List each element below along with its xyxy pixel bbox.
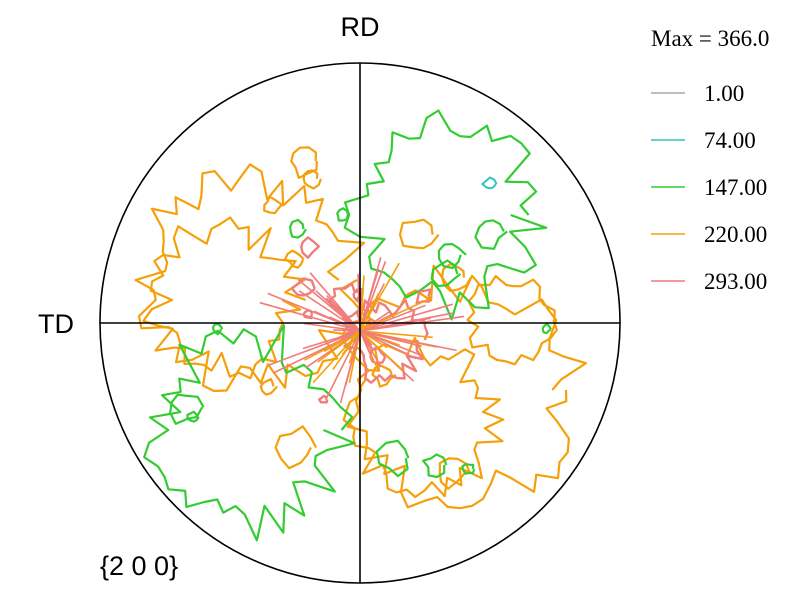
contour-line-89: [359, 330, 422, 347]
contour-line-98: [267, 292, 361, 332]
contour-line-55: [324, 330, 361, 401]
contour-line-34: [318, 394, 329, 404]
contour-line-23: [336, 207, 350, 222]
legend-label-0: 1.00: [704, 81, 744, 106]
contour-line-105: [359, 262, 400, 332]
contour-line-25: [289, 218, 307, 239]
contour-line-0: [134, 163, 368, 393]
contour-line-107: [315, 290, 361, 332]
contour-line-27: [430, 259, 462, 288]
contour-line-108: [317, 330, 361, 363]
contour-line-80: [359, 311, 391, 332]
contour-line-96: [332, 330, 361, 371]
contour-line-26: [169, 393, 205, 425]
contour-line-19: [211, 322, 224, 336]
contour-line-93: [359, 330, 404, 372]
contour-line-95: [359, 303, 454, 332]
contour-line-11: [259, 377, 279, 396]
contour-line-47: [259, 301, 361, 332]
contour-line-63: [359, 330, 433, 339]
contour-line-9: [438, 457, 472, 490]
contour-line-10: [263, 195, 283, 215]
contour-line-3: [342, 336, 505, 499]
contour-line-65: [268, 330, 361, 366]
contour-line-81: [359, 318, 374, 332]
contour-line-28: [375, 439, 410, 478]
legend-title: Max = 366.0: [651, 26, 769, 51]
contour-line-13: [371, 364, 397, 388]
legend: 1.00 74.00 147.00 220.00 293.00: [651, 81, 767, 294]
contour-line-109: [481, 176, 498, 190]
contour-line-12: [398, 218, 440, 250]
contour-line-36: [300, 236, 321, 259]
contour-line-87: [359, 296, 433, 332]
contour-line-100: [359, 330, 382, 368]
contour-line-6: [274, 425, 318, 470]
contour-line-8: [441, 262, 472, 292]
contour-line-74: [303, 322, 361, 332]
contour-line-24: [422, 453, 448, 479]
contour-line-91: [359, 330, 423, 357]
plane-label: {2 0 0}: [100, 551, 178, 581]
contour-line-21: [474, 219, 508, 250]
legend-label-3: 220.00: [704, 222, 767, 247]
contour-line-20: [461, 463, 476, 475]
contour-line-16: [143, 324, 356, 542]
rd-label: RD: [341, 12, 380, 42]
legend-label-1: 74.00: [704, 128, 756, 153]
contour-line-4: [466, 275, 558, 366]
legend-label-4: 293.00: [704, 269, 767, 294]
contour-line-79: [333, 329, 361, 332]
contour-line-15: [343, 109, 548, 321]
contour-line-88: [359, 268, 380, 332]
contour-line-17: [541, 322, 553, 335]
contour-line-106: [359, 330, 417, 360]
legend-label-2: 147.00: [704, 175, 767, 200]
contour-line-14: [290, 146, 318, 179]
contour-line-1: [142, 216, 307, 380]
contour-line-75: [312, 330, 361, 384]
contour-line-18: [186, 410, 200, 423]
contour-line-33: [415, 288, 432, 305]
contour-line-35: [290, 277, 316, 297]
contour-line-92: [339, 330, 361, 404]
contour-line-7: [284, 249, 305, 269]
contour-line-32: [369, 345, 387, 365]
td-label: TD: [38, 309, 74, 339]
